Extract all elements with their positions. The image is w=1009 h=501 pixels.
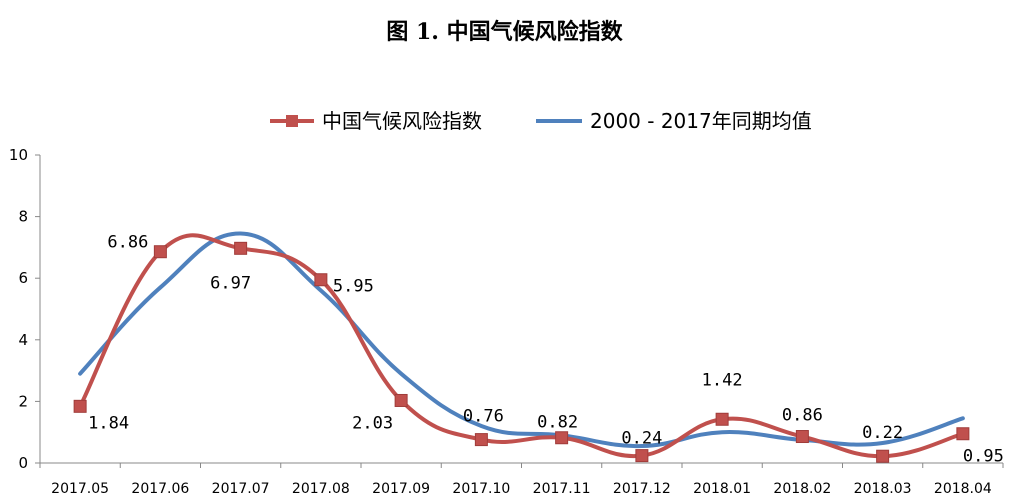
x-tick-label: 2017.11 (533, 481, 591, 497)
series-layer (73, 231, 970, 463)
data-point-marker (555, 431, 569, 445)
data-label: 0.22 (862, 423, 903, 443)
data-point-marker (715, 412, 729, 426)
data-point-marker (876, 449, 890, 463)
data-label: 2.03 (352, 413, 393, 433)
legend-label: 2000 - 2017年同期均值 (590, 109, 812, 133)
data-point-marker (73, 399, 87, 413)
x-tick-label: 2018.01 (693, 481, 751, 497)
data-label: 0.95 (963, 447, 1004, 467)
series-line-risk-index (78, 233, 965, 459)
data-point-marker (314, 273, 328, 287)
y-tick-label: 8 (18, 208, 28, 226)
x-tick-label: 2017.09 (372, 481, 430, 497)
y-tick-label: 10 (9, 146, 28, 164)
data-label: 0.76 (463, 407, 504, 427)
legend-swatch-marker (286, 115, 298, 127)
axes: 0 2 4 6 8 10 2017.05 2017.06 2017.07 2017.08 2017.… (9, 146, 1004, 497)
y-tick-label: 4 (18, 331, 28, 349)
x-tick-label: 2017.10 (452, 481, 510, 497)
data-label: 0.86 (782, 406, 823, 426)
data-label: 5.95 (333, 277, 374, 297)
x-tick-label: 2017.12 (613, 481, 671, 497)
data-label: 0.82 (537, 413, 578, 433)
legend: 中国气候风险指数 2000 - 2017年同期均值 (270, 109, 812, 133)
y-tick-label: 6 (18, 269, 28, 287)
data-point-marker (394, 393, 408, 407)
data-label: 1.84 (88, 413, 129, 433)
x-tick-label: 2018.03 (854, 481, 912, 497)
figure-title: 图 1. 中国气候风险指数 (386, 19, 623, 45)
legend-label: 中国气候风险指数 (322, 109, 482, 133)
data-point-marker (153, 245, 167, 259)
data-point-marker (795, 430, 809, 444)
x-tick-label: 2018.04 (934, 481, 992, 497)
x-tick-label: 2018.02 (773, 481, 831, 497)
data-label: 6.97 (210, 273, 251, 293)
x-tick-label: 2017.08 (292, 481, 350, 497)
x-tick-label: 2017.06 (131, 481, 189, 497)
y-tick-label: 2 (18, 392, 28, 410)
data-point-marker (956, 427, 970, 441)
data-point-marker (234, 241, 248, 255)
y-tick-label: 0 (18, 454, 28, 472)
x-tick-label: 2017.05 (51, 481, 109, 497)
data-label: 0.24 (621, 429, 662, 449)
data-label: 1.42 (702, 370, 743, 390)
data-point-marker (474, 433, 488, 447)
data-point-marker (635, 449, 649, 463)
data-label: 6.86 (107, 233, 148, 253)
data-labels: 1.84 6.86 6.97 5.95 2.03 0.76 0.82 0.24 1.42 0.86… (88, 233, 1004, 467)
x-tick-label: 2017.07 (212, 481, 270, 497)
series-line-average (78, 231, 965, 449)
